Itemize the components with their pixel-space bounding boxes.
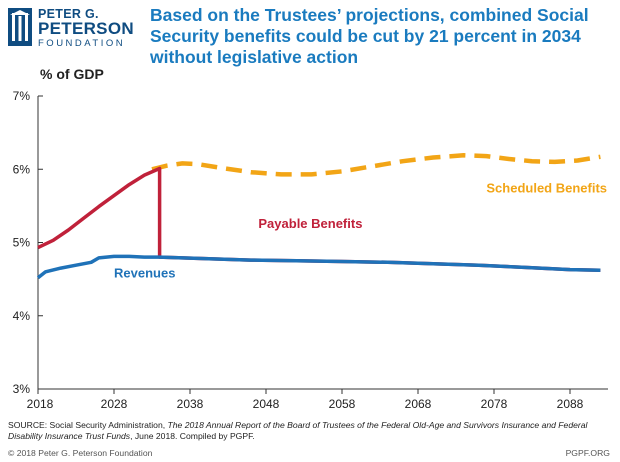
series-line-revenues: [36, 254, 601, 280]
y-tick-label: 3%: [13, 382, 31, 396]
x-tick-label: 2078: [481, 397, 508, 411]
x-tick-label: 2038: [177, 397, 204, 411]
y-tick-label: 6%: [13, 162, 31, 176]
pgpf-logo: PETER G. PETERSON FOUNDATION: [8, 6, 138, 49]
x-tick-label: 2018: [27, 397, 54, 411]
x-tick-label: 2028: [101, 397, 128, 411]
x-tick-label: 2068: [405, 397, 432, 411]
chart-headline: Based on the Trustees’ projections, comb…: [150, 5, 589, 67]
site-link[interactable]: PGPF.ORG: [565, 448, 610, 458]
y-tick-label: 5%: [13, 236, 31, 250]
logo-text-line1: PETER G.: [38, 7, 99, 21]
logo-text-line2: PETERSON: [38, 19, 134, 38]
source-prefix: SOURCE: Social Security Administration,: [8, 420, 168, 430]
logo-badge-icon: [8, 8, 32, 46]
logo-text-line3: FOUNDATION: [38, 38, 126, 49]
y-tick-label: 4%: [13, 309, 31, 323]
source-report-title: The 2018 Annual Report of the Board of T…: [8, 420, 588, 441]
x-tick-label: 2088: [557, 397, 584, 411]
y-axis-label: % of GDP: [40, 66, 104, 82]
x-tick-label: 2048: [253, 397, 280, 411]
series-line-scheduled-benefits: [151, 153, 601, 177]
source-suffix: , June 2018. Compiled by PGPF.: [130, 431, 255, 441]
x-tick-label: 2058: [329, 397, 356, 411]
chart: % of GDP 3% 4% 5% 6% 7% 2018 2028 2038 2048 2058 20…: [13, 66, 608, 411]
copyright-text: © 2018 Peter G. Peterson Foundation: [8, 448, 153, 458]
series-label-payable-benefits: Payable Benefits: [258, 216, 362, 231]
series-label-scheduled-benefits: Scheduled Benefits: [486, 181, 607, 196]
source-note: SOURCE: Social Security Administration, …: [8, 420, 613, 442]
series-label-revenues: Revenues: [114, 266, 175, 281]
y-tick-label: 7%: [13, 89, 31, 103]
